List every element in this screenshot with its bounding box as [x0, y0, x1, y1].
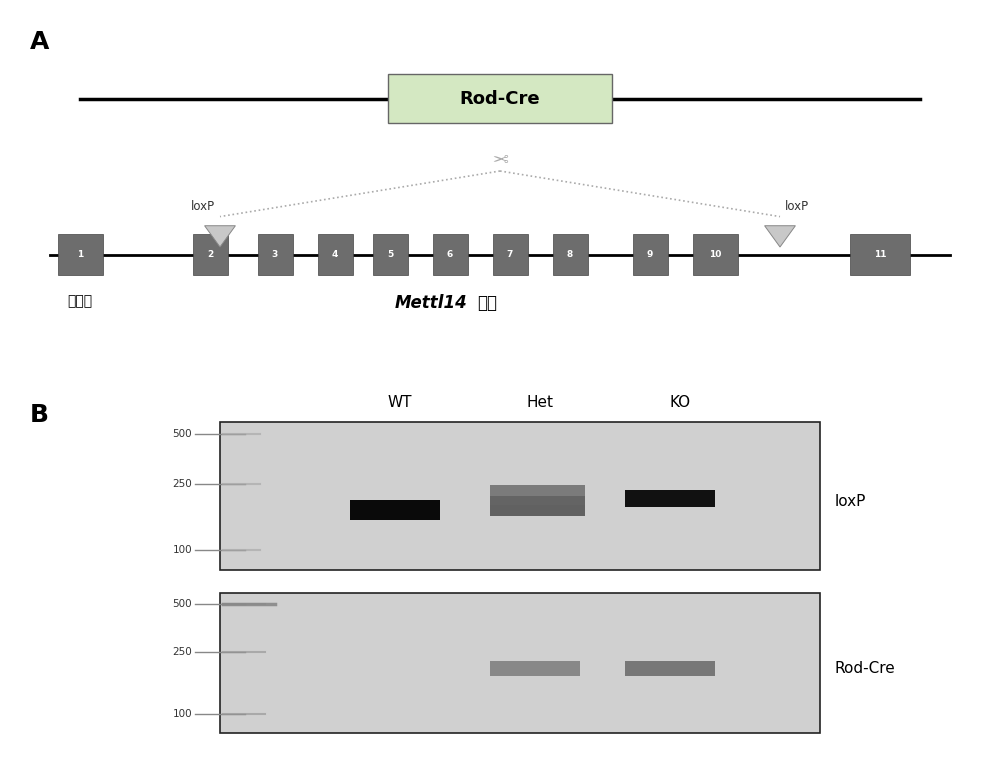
Text: 100: 100: [172, 709, 192, 720]
Text: Rod-Cre: Rod-Cre: [835, 661, 896, 676]
FancyBboxPatch shape: [372, 233, 408, 275]
Text: 外显子: 外显子: [67, 294, 93, 309]
Text: 4: 4: [332, 250, 338, 259]
Text: 8: 8: [567, 250, 573, 259]
FancyBboxPatch shape: [692, 233, 738, 275]
Text: 1: 1: [77, 250, 83, 259]
FancyBboxPatch shape: [490, 485, 585, 505]
Text: 7: 7: [507, 250, 513, 259]
Text: 500: 500: [172, 429, 192, 439]
Text: Het: Het: [526, 395, 554, 410]
FancyBboxPatch shape: [350, 500, 440, 520]
Text: 6: 6: [447, 250, 453, 259]
Text: Mettl14: Mettl14: [395, 294, 468, 312]
FancyBboxPatch shape: [552, 233, 588, 275]
Text: A: A: [30, 30, 49, 55]
FancyBboxPatch shape: [318, 233, 352, 275]
Text: 3: 3: [272, 250, 278, 259]
FancyBboxPatch shape: [220, 593, 820, 733]
Text: WT: WT: [388, 395, 412, 410]
Text: 10: 10: [709, 250, 721, 259]
Text: 100: 100: [172, 545, 192, 555]
Text: 2: 2: [207, 250, 213, 259]
FancyBboxPatch shape: [490, 661, 580, 676]
Text: KO: KO: [669, 395, 691, 410]
Text: 500: 500: [172, 600, 192, 610]
FancyBboxPatch shape: [490, 496, 585, 515]
Text: ✂: ✂: [492, 146, 508, 165]
Text: 11: 11: [874, 250, 886, 259]
FancyBboxPatch shape: [192, 233, 228, 275]
FancyBboxPatch shape: [220, 422, 820, 570]
FancyBboxPatch shape: [850, 233, 910, 275]
FancyBboxPatch shape: [625, 661, 715, 676]
Text: 250: 250: [172, 479, 192, 489]
FancyBboxPatch shape: [492, 233, 528, 275]
Text: loxP: loxP: [191, 200, 215, 213]
FancyBboxPatch shape: [625, 490, 715, 507]
Text: Rod-Cre: Rod-Cre: [460, 90, 540, 108]
Text: 250: 250: [172, 647, 192, 657]
FancyBboxPatch shape: [58, 233, 103, 275]
FancyBboxPatch shape: [633, 233, 668, 275]
FancyBboxPatch shape: [258, 233, 292, 275]
Text: loxP: loxP: [835, 494, 866, 509]
FancyBboxPatch shape: [432, 233, 468, 275]
FancyBboxPatch shape: [388, 74, 612, 123]
Text: 5: 5: [387, 250, 393, 259]
Polygon shape: [205, 226, 235, 247]
Text: B: B: [30, 403, 49, 427]
Text: loxP: loxP: [785, 200, 809, 213]
Text: 9: 9: [647, 250, 653, 259]
Polygon shape: [765, 226, 795, 247]
Text: 基因: 基因: [478, 294, 498, 312]
